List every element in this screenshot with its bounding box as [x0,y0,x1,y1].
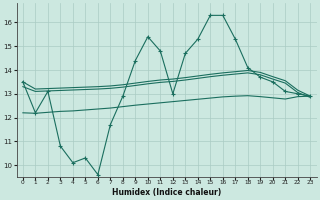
X-axis label: Humidex (Indice chaleur): Humidex (Indice chaleur) [112,188,221,197]
